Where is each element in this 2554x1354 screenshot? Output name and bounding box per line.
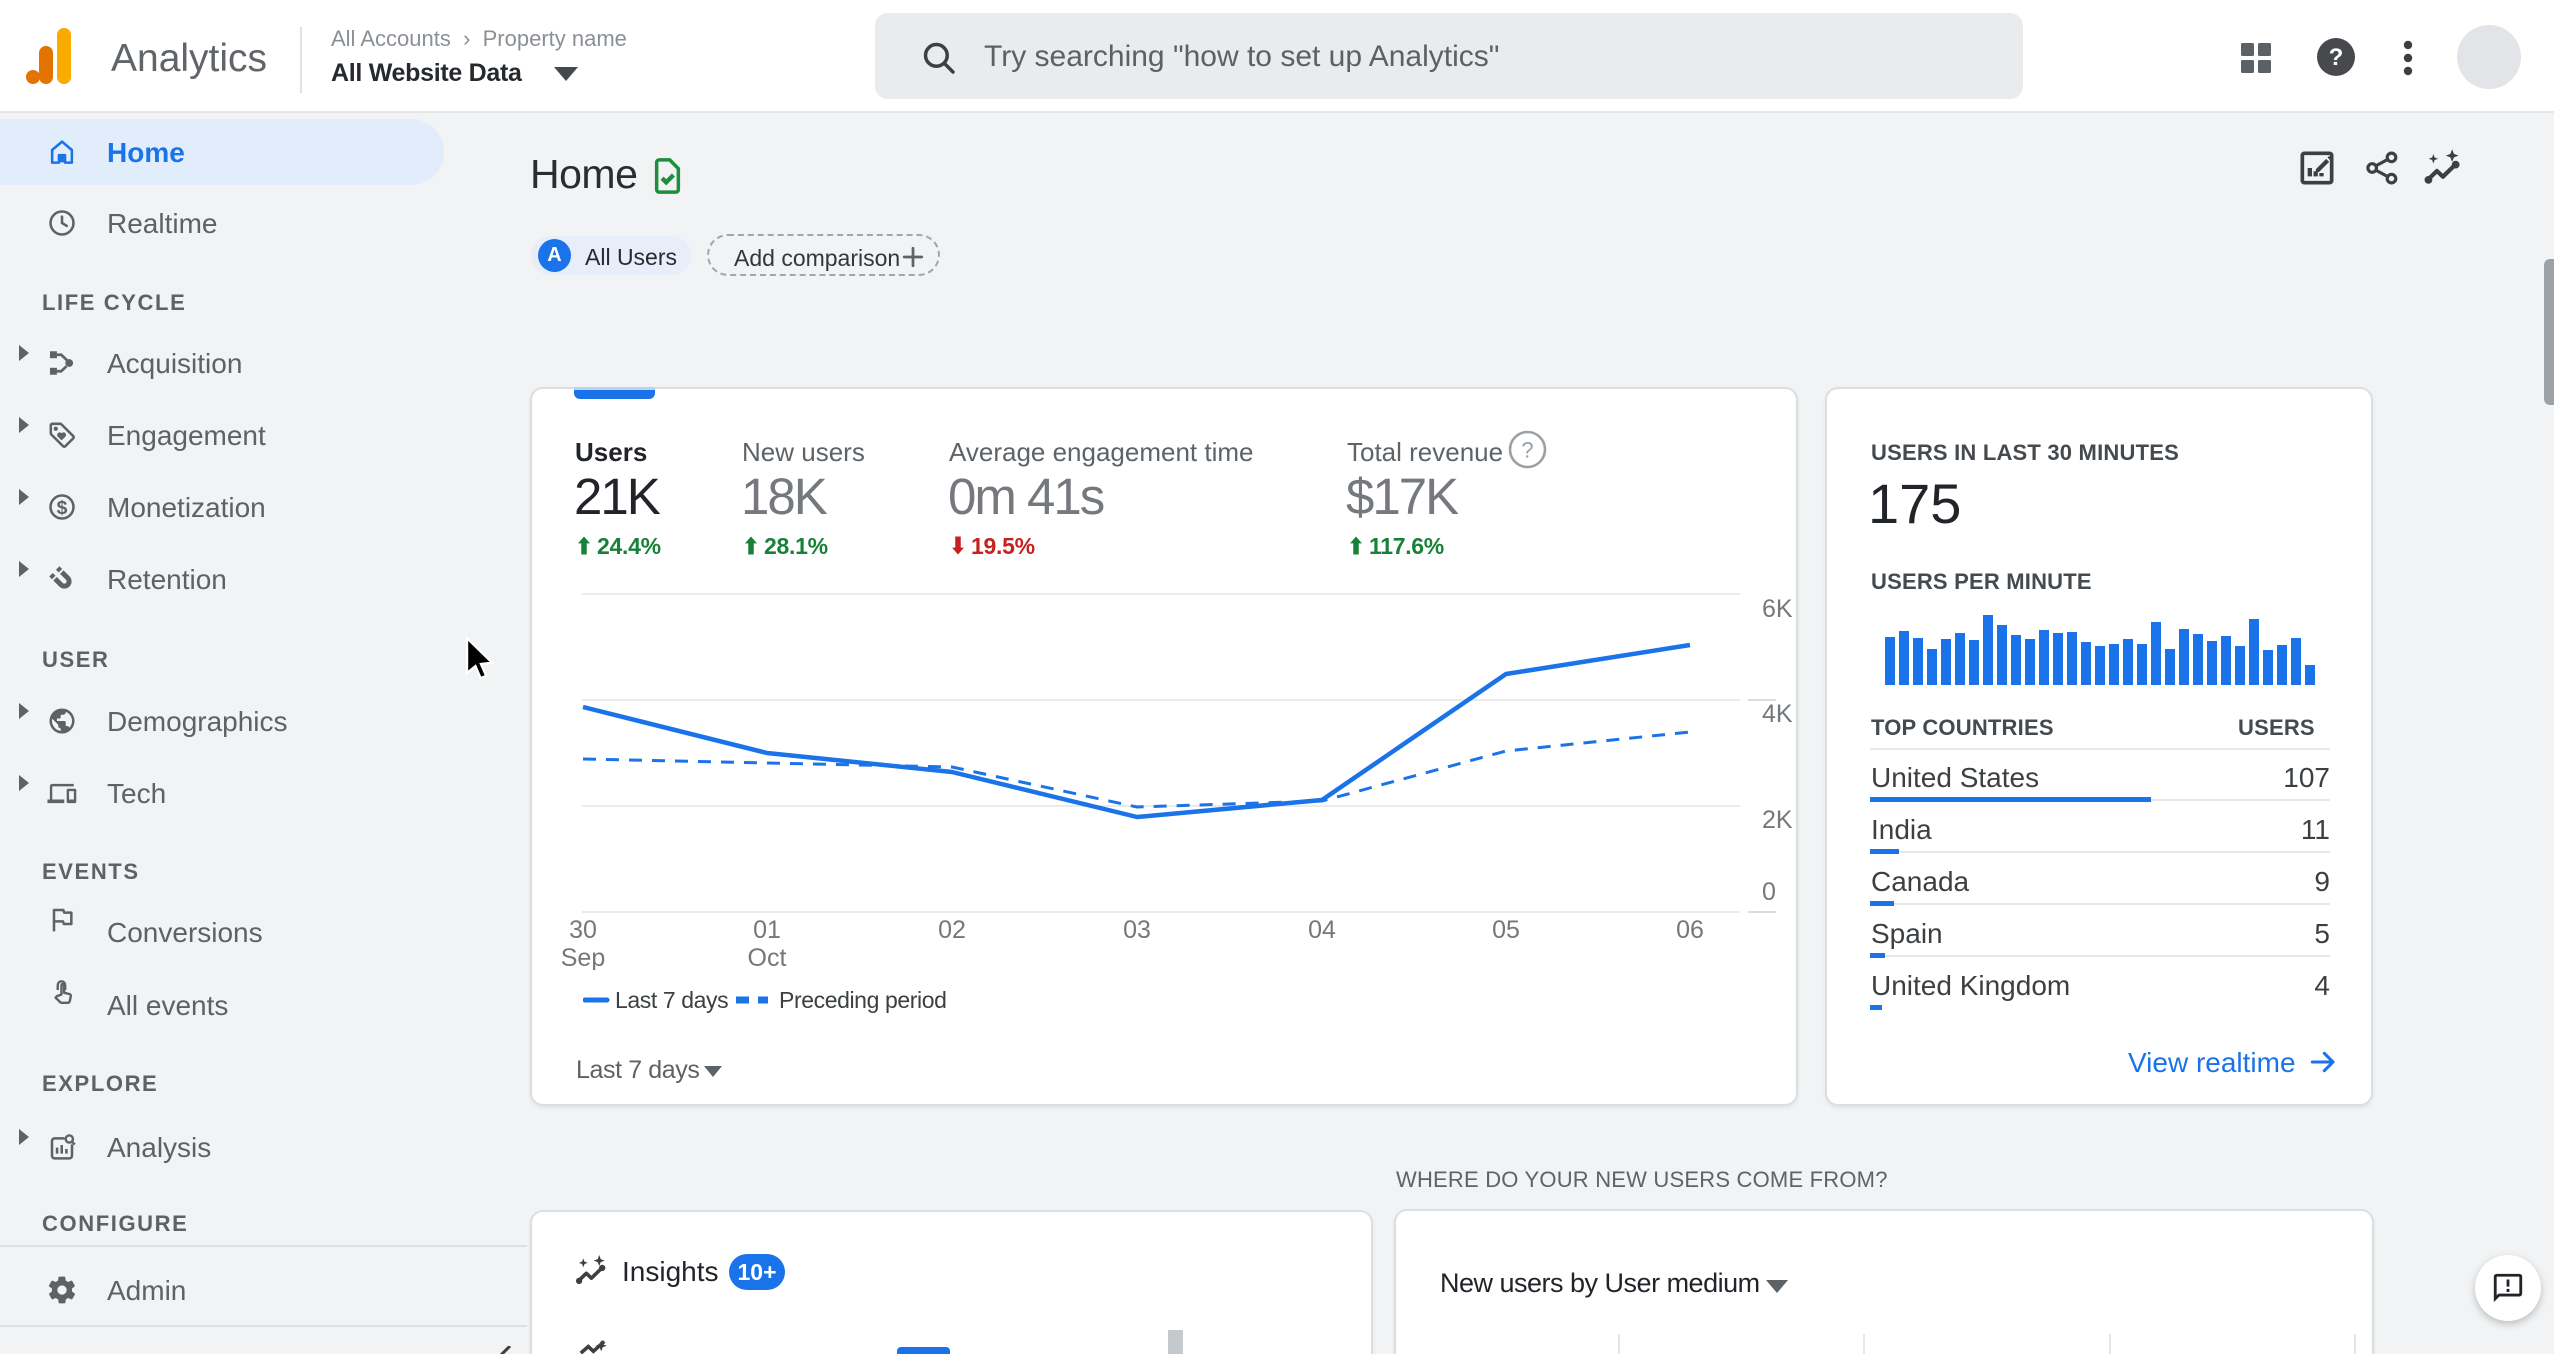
svg-text:6K: 6K <box>1762 595 1793 623</box>
svg-text:01: 01 <box>753 916 781 944</box>
svg-text:Oct: Oct <box>748 944 787 970</box>
svg-text:30: 30 <box>569 916 597 944</box>
svg-text:0: 0 <box>1762 878 1776 906</box>
svg-text:4K: 4K <box>1762 700 1793 728</box>
svg-text:Sep: Sep <box>561 944 605 970</box>
svg-text:02: 02 <box>938 916 966 944</box>
svg-text:06: 06 <box>1676 916 1704 944</box>
svg-text:03: 03 <box>1123 916 1151 944</box>
svg-text:?: ? <box>1521 438 1533 463</box>
svg-text:?: ? <box>2329 44 2344 71</box>
svg-text:$: $ <box>57 498 68 519</box>
svg-text:05: 05 <box>1492 916 1520 944</box>
svg-text:2K: 2K <box>1762 806 1793 834</box>
svg-text:04: 04 <box>1308 916 1336 944</box>
